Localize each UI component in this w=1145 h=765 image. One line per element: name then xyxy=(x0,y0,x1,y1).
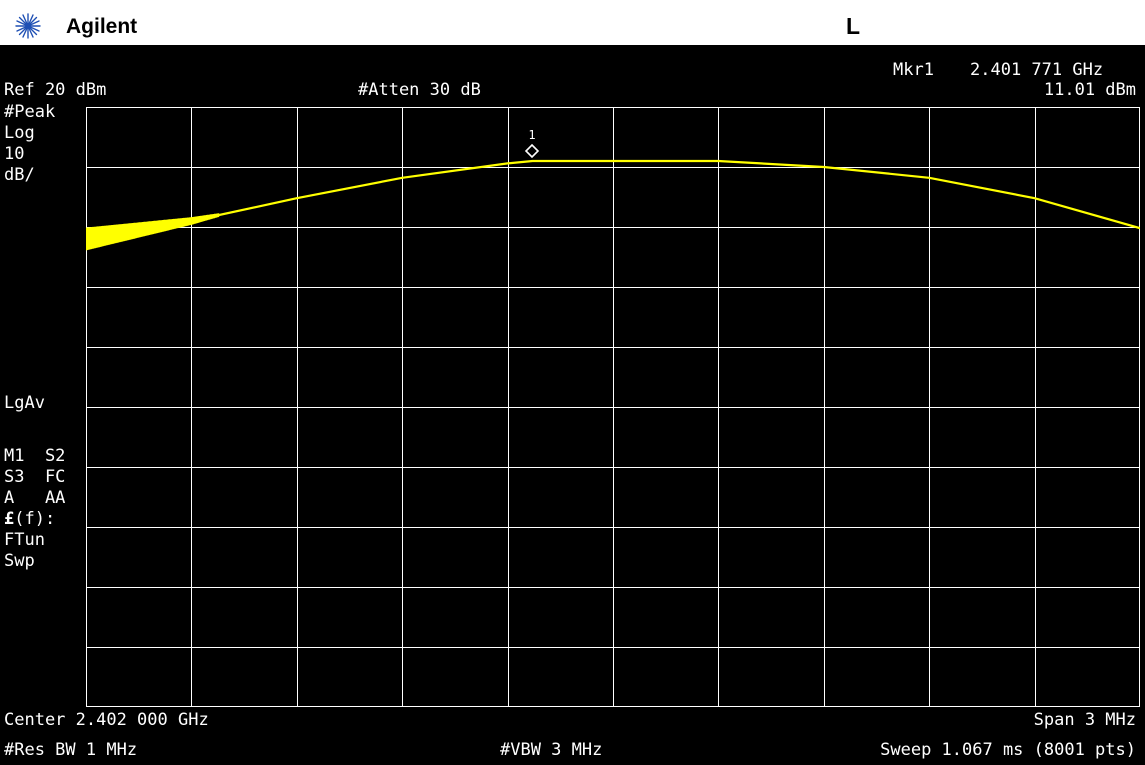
scale-unit: dB/ xyxy=(4,165,35,185)
video-bandwidth: #VBW 3 MHz xyxy=(500,740,603,760)
marker-diamond-icon xyxy=(524,143,540,159)
center-frequency: Center 2.402 000 GHz xyxy=(4,710,209,730)
averaging-type: LgAv xyxy=(4,393,45,413)
marker-label: Mkr1 xyxy=(893,60,934,80)
sweep-time: Sweep 1.067 ms (8001 pts) xyxy=(880,740,1136,760)
scale-type: Log xyxy=(4,123,35,143)
top-cut-strip xyxy=(0,0,1145,7)
marker-amplitude: 11.01 dBm xyxy=(1043,80,1136,100)
trace-status-line-3: A AA xyxy=(4,488,66,508)
grid-lines xyxy=(86,107,1140,707)
graticule-border xyxy=(86,107,1140,707)
marker-number: 1 xyxy=(528,128,535,142)
tune-label: FTun xyxy=(4,530,45,550)
scale-value: 10 xyxy=(4,144,25,164)
correction-symbol: £ xyxy=(4,509,15,529)
marker-frequency: 2.401 771 GHz xyxy=(970,60,1104,80)
correction-label: (f): xyxy=(14,509,56,529)
frequency-span: Span 3 MHz xyxy=(1033,710,1136,730)
trace-status-line-1: M1 S2 xyxy=(4,446,66,466)
trace-status-line-2: S3 FC xyxy=(4,467,66,487)
reference-level: Ref 20 dBm xyxy=(4,80,107,100)
resolution-bandwidth: #Res BW 1 MHz xyxy=(4,740,138,760)
correction-annotation: £(f): xyxy=(4,509,55,529)
spectrum-trace xyxy=(86,159,1140,241)
trace-noise-band xyxy=(86,213,220,251)
agilent-starburst-icon xyxy=(15,13,41,39)
brand-name: Agilent xyxy=(66,15,138,38)
spectrum-graticule: 1 xyxy=(86,107,1140,707)
title-bar: Agilent L xyxy=(0,7,1145,45)
local-mode-indicator: L xyxy=(846,13,861,39)
detector-mode: #Peak xyxy=(4,102,56,122)
sweep-label: Swp xyxy=(4,551,35,571)
marker-1[interactable]: 1 xyxy=(524,128,540,159)
attenuation: #Atten 30 dB xyxy=(358,80,481,100)
